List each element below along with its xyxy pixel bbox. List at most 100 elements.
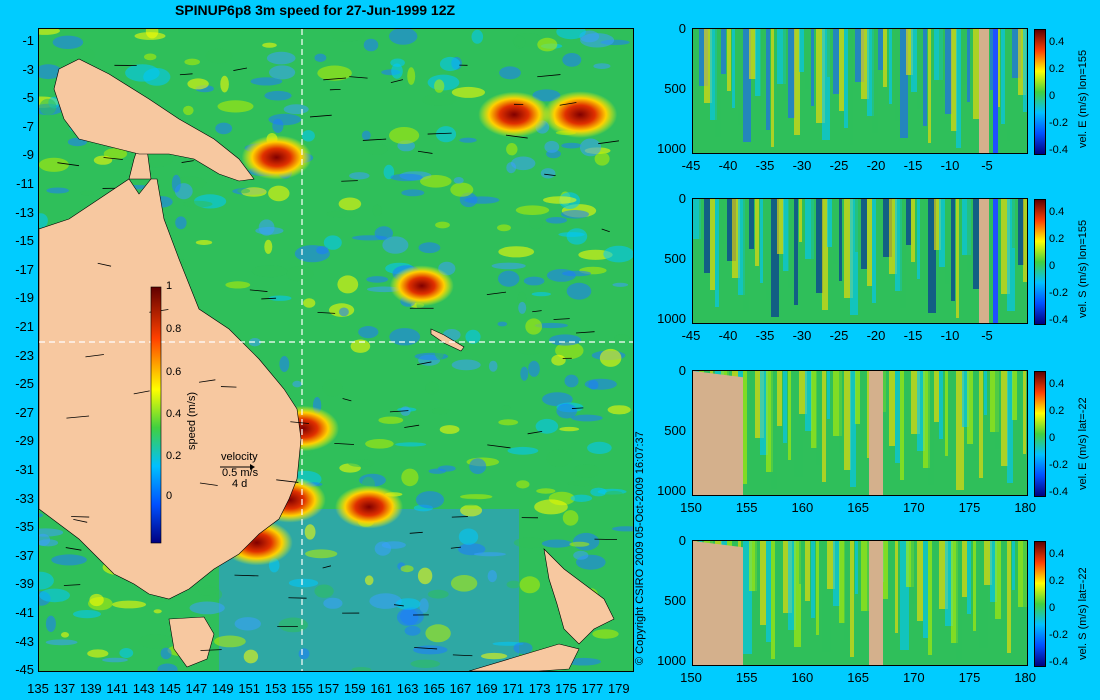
speed-texture — [395, 442, 427, 447]
velocity-stripe — [816, 371, 822, 465]
speed-texture — [39, 29, 60, 35]
speed-map-svg — [39, 29, 633, 671]
velocity-arrow — [537, 74, 561, 78]
speed-texture — [587, 441, 612, 454]
section-panel — [692, 198, 1028, 324]
speed-texture — [498, 419, 519, 426]
speed-texture — [511, 156, 536, 171]
velocity-stripe — [900, 541, 910, 650]
depth-tick-label: 0 — [678, 533, 686, 548]
velocity-stripe — [922, 371, 930, 468]
chart-title: SPINUP6p8 3m speed for 27-Jun-1999 12Z — [174, 2, 456, 18]
speed-texture — [187, 78, 209, 90]
velocity-stripe — [961, 541, 967, 597]
section-cbar-tick: -0.2 — [1049, 117, 1068, 129]
speed-texture — [564, 374, 579, 388]
velocity-arrow — [404, 424, 420, 428]
velocity-stripe — [861, 199, 867, 269]
velocity-stripe — [737, 29, 747, 125]
velocity-key-duration: 4 d — [232, 478, 248, 490]
speed-texture — [262, 42, 277, 48]
speed-texture — [513, 642, 533, 654]
velocity-stripe — [995, 541, 1002, 619]
velocity-stripe — [939, 541, 949, 609]
lat-tick-label: -33 — [15, 490, 34, 506]
lat-tick-label: -13 — [15, 204, 34, 220]
section-panel — [692, 370, 1028, 496]
speed-texture — [157, 663, 178, 671]
speed-texture — [264, 90, 292, 101]
speed-texture — [314, 53, 327, 62]
section-panel — [692, 540, 1028, 666]
speed-texture — [305, 549, 338, 559]
lat-tick-label: -19 — [15, 290, 34, 306]
velocity-stripe — [810, 371, 817, 448]
section-colorbar — [1034, 29, 1046, 155]
lat-tick-label: -15 — [15, 233, 34, 249]
velocity-stripe — [799, 199, 803, 242]
section-cbar-tick: -0.4 — [1049, 656, 1068, 668]
cbar-tick: 0.4 — [166, 408, 182, 420]
lat-tick-label: -17 — [15, 261, 34, 277]
speed-texture — [338, 307, 349, 317]
speed-texture — [534, 322, 568, 329]
speed-texture — [561, 210, 589, 219]
speed-texture — [323, 597, 343, 609]
speed-texture — [529, 216, 543, 230]
lon-tick-label: 175 — [555, 681, 577, 696]
velocity-stripe — [833, 199, 837, 264]
velocity-arrow — [341, 180, 358, 182]
section-cbar-tick: 0 — [1049, 602, 1056, 614]
velocity-stripe — [883, 199, 893, 257]
lat-tick-label: -25 — [15, 376, 34, 392]
lon-tick-label: 155 — [291, 681, 313, 696]
velocity-stripe — [939, 371, 944, 439]
speed-texture — [569, 541, 590, 547]
velocity-stripe — [726, 199, 736, 261]
speed-texture — [317, 65, 352, 81]
speed-texture — [39, 98, 57, 116]
velocity-stripe — [1023, 29, 1027, 112]
speed-hotspot — [241, 135, 312, 180]
lat-tick-label: -9 — [22, 147, 34, 163]
velocity-stripe — [883, 541, 889, 599]
section-x-tick-label: 150 — [680, 670, 702, 685]
velocity-stripe — [844, 541, 850, 640]
velocity-arrow — [544, 173, 556, 176]
velocity-stripe — [788, 29, 796, 118]
depth-tick-label: 500 — [664, 593, 686, 608]
velocity-arrow — [576, 331, 595, 334]
velocity-stripe — [799, 29, 805, 72]
velocity-stripe — [922, 541, 928, 638]
velocity-key-title: velocity — [221, 451, 258, 463]
velocity-stripe — [989, 371, 999, 432]
section-x-tick-label: 165 — [847, 670, 869, 685]
land-section — [693, 371, 743, 495]
velocity-stripe — [782, 371, 787, 443]
cbar-tick: 0.8 — [166, 323, 182, 335]
velocity-stripe — [933, 371, 939, 422]
section-cbar-tick: -0.4 — [1049, 144, 1068, 156]
velocity-stripe — [765, 199, 775, 300]
section-x-tick-label: -10 — [940, 328, 960, 343]
speed-texture — [322, 379, 343, 397]
velocity-stripe — [945, 29, 952, 114]
speed-texture — [556, 403, 577, 419]
velocity-arrow — [414, 647, 438, 650]
speed-texture — [323, 235, 342, 250]
velocity-arrow — [71, 516, 90, 518]
velocity-stripe — [911, 371, 921, 434]
velocity-stripe — [749, 29, 756, 79]
velocity-stripe — [754, 541, 762, 608]
section-x-tick-label: -30 — [792, 328, 812, 343]
speed-texture — [473, 552, 506, 557]
section-x-tick-label: -45 — [681, 328, 701, 343]
velocity-stripe — [844, 371, 852, 470]
speed-texture — [534, 499, 568, 515]
velocity-stripe — [1017, 29, 1026, 95]
lon-tick-label: 143 — [132, 681, 155, 696]
lon-tick-label: 165 — [423, 681, 445, 696]
velocity-arrow — [276, 479, 299, 483]
speed-texture — [303, 298, 316, 308]
velocity-arrow — [179, 73, 193, 76]
